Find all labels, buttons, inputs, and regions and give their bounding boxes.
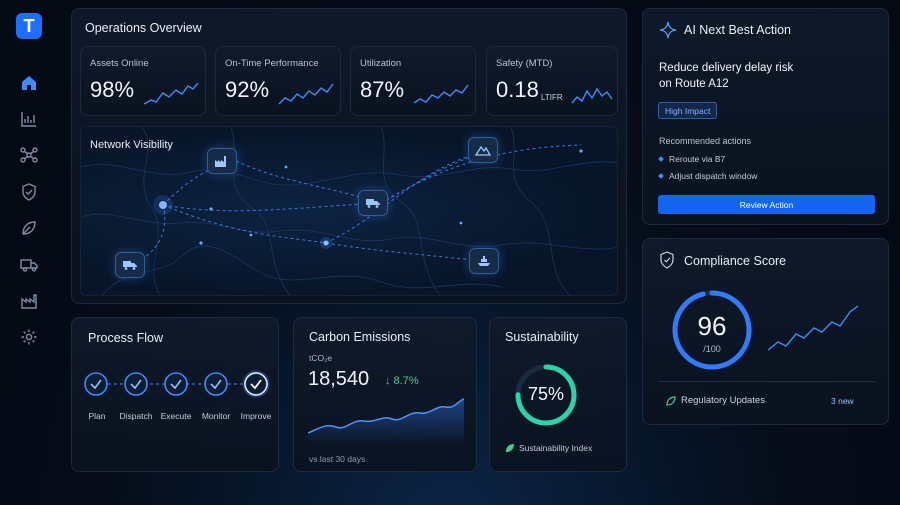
sustainability-title: Sustainability xyxy=(505,330,579,344)
bullet-icon xyxy=(658,156,664,162)
factory-icon[interactable] xyxy=(19,291,39,311)
leaf-icon xyxy=(506,444,514,452)
map-background xyxy=(81,127,617,295)
gear-icon[interactable] xyxy=(19,327,39,347)
carbon-footnote: vs last 30 days xyxy=(309,454,366,464)
truck-node-icon-2[interactable] xyxy=(115,252,145,278)
step-label-improve: Improve xyxy=(240,411,272,421)
network-icon[interactable] xyxy=(19,145,39,165)
process-flow-diagram xyxy=(84,370,270,398)
step-label-plan: Plan xyxy=(88,411,106,421)
divider xyxy=(658,381,876,382)
action-item-label: Reroute via B7 xyxy=(669,154,726,164)
compliance-score-panel xyxy=(642,238,889,425)
carbon-value: 18,540 xyxy=(308,368,370,390)
compliance-trend-chart xyxy=(767,305,859,351)
ai-next-best-action-panel xyxy=(642,8,889,225)
leaf-icon[interactable] xyxy=(19,218,39,238)
compliance-score: 96 xyxy=(697,311,727,341)
carbon-emissions-panel xyxy=(293,317,477,472)
recommended-actions-label: Recommended actions xyxy=(659,136,752,146)
kpi-card-safety[interactable]: Safety (MTD) 0.18 LTIFR xyxy=(486,46,618,116)
sustainability-index-label: Sustainability Index xyxy=(519,443,593,453)
ai-headline-line2: on Route A12 xyxy=(659,78,729,90)
sustainability-percent: 75% xyxy=(527,384,565,404)
sparkline-icon xyxy=(413,84,469,104)
truck-node-icon[interactable] xyxy=(358,190,388,216)
compliance-gauge xyxy=(672,290,752,370)
kpi-card-assets-online[interactable]: Assets Online 98% xyxy=(80,46,206,116)
kpi-value: 92% xyxy=(225,77,270,102)
kpi-label: On-Time Performance xyxy=(225,58,319,69)
sustainability-gauge xyxy=(515,364,577,426)
process-flow-title: Process Flow xyxy=(88,331,164,345)
carbon-unit: tCO₂e xyxy=(309,353,333,363)
bullet-icon xyxy=(658,173,664,179)
step-label-execute: Execute xyxy=(160,411,192,421)
factory-node-icon[interactable] xyxy=(207,148,237,174)
review-action-button[interactable]: Review Action xyxy=(658,195,875,214)
step-check-icon xyxy=(84,372,228,396)
carbon-emissions-title: Carbon Emissions xyxy=(309,330,411,344)
carbon-area-chart xyxy=(308,398,464,445)
action-item[interactable]: Adjust dispatch window xyxy=(658,171,758,181)
kpi-value: 98% xyxy=(90,77,135,102)
kpi-value: 87% xyxy=(360,77,405,102)
sidebar: T xyxy=(0,0,58,505)
leaf-icon xyxy=(666,395,676,406)
kpi-card-on-time-performance[interactable]: On-Time Performance 92% xyxy=(215,46,341,116)
step-label-monitor: Monitor xyxy=(201,411,231,421)
ai-headline-line1: Reduce delivery delay risk xyxy=(659,62,794,74)
regulatory-updates-count[interactable]: 3 new xyxy=(831,396,854,406)
network-map[interactable]: Network Visibility xyxy=(80,126,618,296)
app-logo[interactable]: T xyxy=(16,13,42,39)
ai-title: AI Next Best Action xyxy=(684,23,791,37)
carbon-change: ↓ 8.7% xyxy=(385,375,419,387)
sparkline-icon xyxy=(278,83,334,105)
kpi-label: Utilization xyxy=(360,58,402,69)
sustainability-index: Sustainability Index xyxy=(505,443,592,453)
action-item[interactable]: Reroute via B7 xyxy=(658,154,726,164)
compliance-score-max: /100 xyxy=(703,344,721,354)
kpi-value: 0.18 xyxy=(496,77,539,102)
regulatory-updates-row[interactable]: Regulatory Updates xyxy=(666,395,765,406)
truck-icon[interactable] xyxy=(19,255,39,275)
shield-icon[interactable] xyxy=(19,182,39,202)
kpi-label: Assets Online xyxy=(90,58,149,69)
mountain-node-icon[interactable] xyxy=(468,137,498,163)
shield-check-icon xyxy=(660,251,674,269)
map-title: Network Visibility xyxy=(90,139,173,151)
analytics-icon[interactable] xyxy=(19,109,39,129)
home-icon[interactable] xyxy=(19,73,39,93)
impact-badge: High Impact xyxy=(658,102,718,119)
ship-node-icon[interactable] xyxy=(469,248,499,274)
kpi-card-utilization[interactable]: Utilization 87% xyxy=(350,46,476,116)
kpi-label: Safety (MTD) xyxy=(496,58,553,69)
regulatory-updates-label: Regulatory Updates xyxy=(681,395,765,406)
kpi-unit: LTIFR xyxy=(541,93,563,102)
step-label-dispatch: Dispatch xyxy=(119,411,153,421)
compliance-title: Compliance Score xyxy=(684,254,787,268)
sparkline-icon xyxy=(571,87,613,104)
sparkline-icon xyxy=(143,82,199,105)
operations-overview-title: Operations Overview xyxy=(85,21,202,35)
sparkle-icon xyxy=(659,21,677,39)
action-item-label: Adjust dispatch window xyxy=(669,171,758,181)
